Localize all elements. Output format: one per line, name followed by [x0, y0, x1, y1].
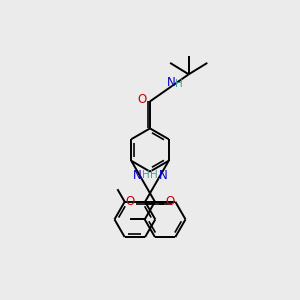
Text: O: O	[138, 93, 147, 106]
Text: N: N	[158, 169, 167, 182]
Text: H: H	[150, 170, 158, 180]
Text: O: O	[165, 195, 175, 208]
Text: O: O	[125, 195, 135, 208]
Text: H: H	[175, 80, 183, 89]
Text: N: N	[167, 76, 176, 88]
Text: N: N	[133, 169, 142, 182]
Text: H: H	[142, 170, 150, 180]
